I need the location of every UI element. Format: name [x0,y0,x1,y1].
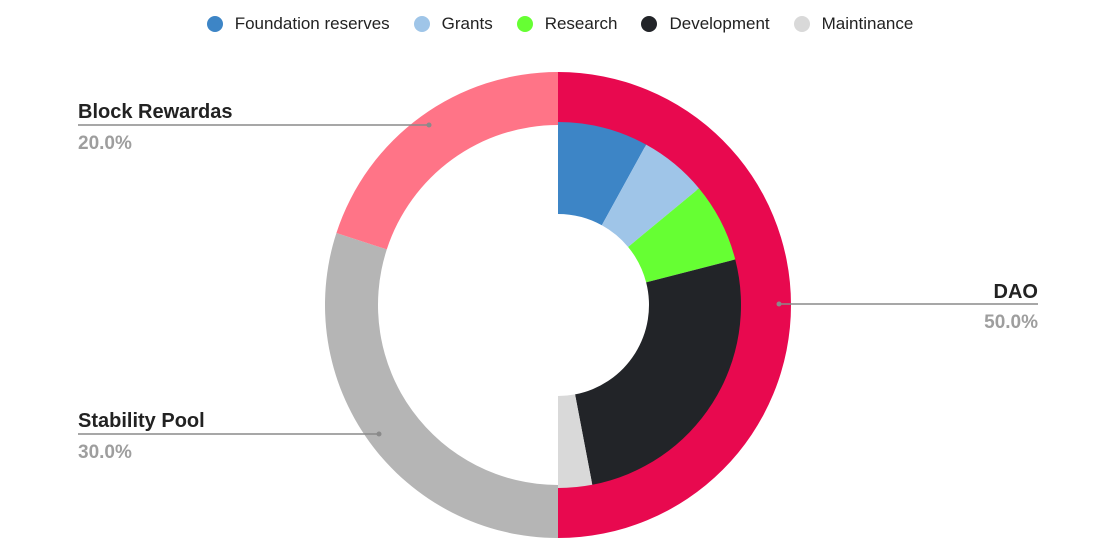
legend-swatch [516,16,533,32]
callouts: DAO 50.0% Stability Pool 30.0% Block Rewarda… [78,101,1038,463]
inner-slice-maintinance [558,394,593,488]
legend-label: Foundation reserves [234,14,390,33]
legend-label: Research [544,14,618,33]
inner-slice-foundation-reserves [558,122,647,226]
callout-dot-block-rewardas [426,122,432,128]
legend-swatch [413,16,430,32]
legend-item-grants: Grants [413,14,493,34]
callout-value-block-rewardas: 20.0% [78,133,132,154]
legend-swatch [206,16,223,32]
callout-label-dao: DAO [994,281,1038,303]
legend-item-research: Research [516,14,618,34]
outer-slice-stability-pool [324,232,558,539]
inner-slice-development [575,259,741,485]
chart-legend: Foundation reserves Grants Research Develop… [0,10,1120,38]
callout-dot-stability-pool [376,431,382,437]
inner-slice-research [628,188,736,283]
legend-swatch [641,16,658,32]
outer-ring [324,72,791,539]
legend-label: Maintinance [821,14,914,33]
legend-item-development: Development [641,14,770,34]
callout-label-stability-pool: Stability Pool [78,410,205,432]
callout-value-dao: 50.0% [984,312,1038,333]
callout-value-stability-pool: 30.0% [78,442,132,463]
legend-label: Development [669,14,770,33]
legend-label: Grants [441,14,493,33]
callout-dot-dao [776,301,782,307]
legend-item-foundation-reserves: Foundation reserves [206,14,390,34]
callout-label-block-rewardas: Block Rewardas [78,101,233,123]
inner-ring [558,122,741,488]
outer-slice-block-rewardas [336,72,558,250]
inner-slice-grants [601,144,700,247]
outer-slice-dao [558,72,791,538]
legend-item-maintinance: Maintinance [793,14,914,34]
legend-swatch [793,16,810,32]
